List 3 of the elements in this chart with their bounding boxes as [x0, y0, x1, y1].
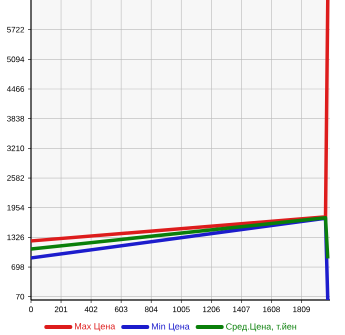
legend-label: Сред.Цена, т.йен: [226, 322, 296, 332]
legend-label: Min Цена: [152, 323, 190, 332]
legend-label: Max Цена: [75, 323, 116, 332]
